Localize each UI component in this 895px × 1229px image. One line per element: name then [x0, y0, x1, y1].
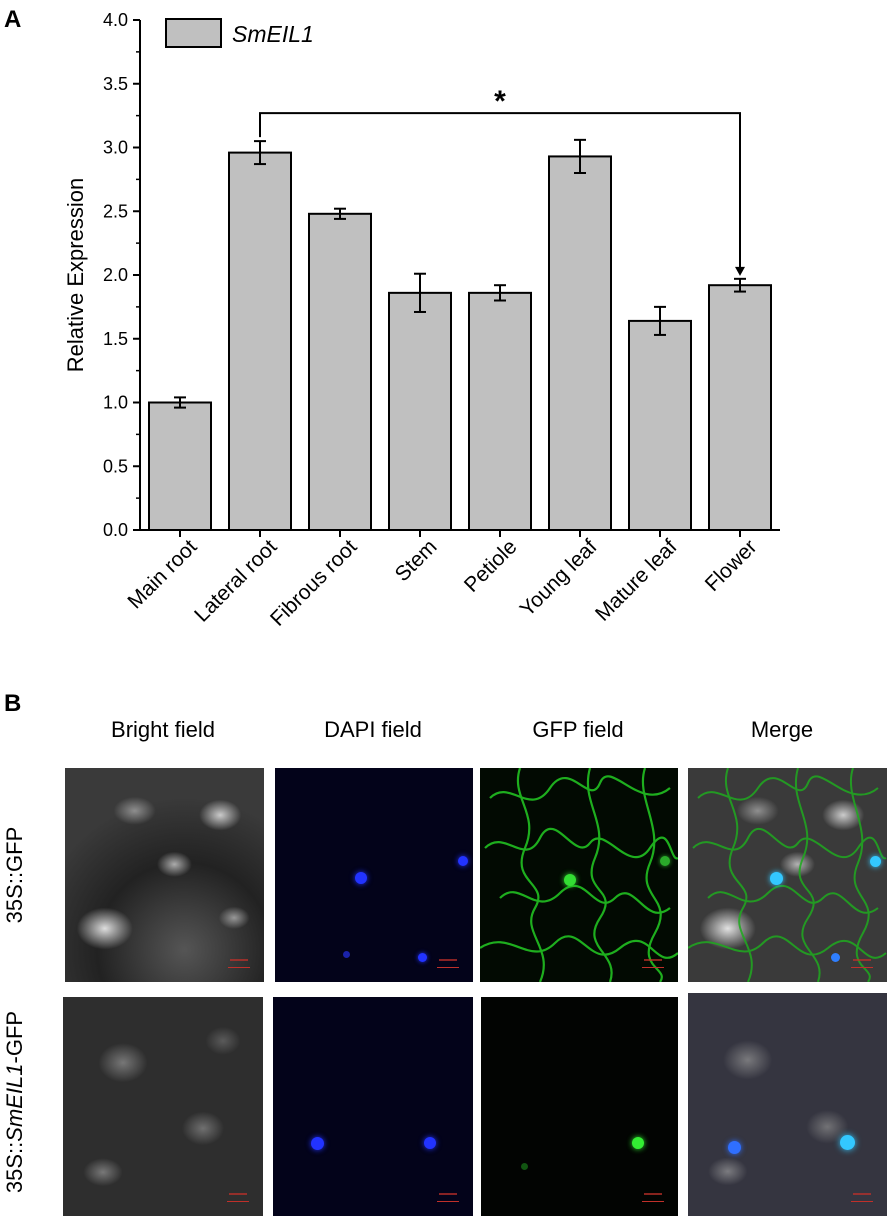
micrograph-gfp-field-35s-smeil1-gfp: [481, 997, 678, 1216]
row-label-35s-smeil1-gfp: 35S::SmEIL1-GFP: [2, 1010, 27, 1194]
bar-1: [228, 151, 292, 531]
nucleus: [355, 872, 367, 884]
y-tick-label: 4.0: [103, 10, 128, 30]
scale-bar: [437, 1193, 459, 1202]
panel-a-label: A: [4, 6, 22, 33]
merge-cell-outlines: [688, 768, 887, 982]
bar-6: [628, 319, 692, 531]
expression-bar-chart: 0.0 0.5 1.0 1.5 2.0 2.5 3.0 3.5 4.0 Relative Expr…: [63, 10, 780, 631]
gfp-nucleus: [521, 1163, 528, 1170]
y-tick-label: 1.5: [103, 329, 128, 349]
merge-nucleus: [831, 953, 840, 962]
micrograph-bright-field-35s-gfp: [65, 768, 264, 982]
y-tick-label: 0.0: [103, 520, 128, 540]
bar-2: [308, 212, 372, 532]
y-tick-label: 0.5: [103, 456, 128, 476]
x-tick-label: Stem: [391, 535, 442, 586]
x-tick-label: Flower: [701, 535, 762, 596]
scale-bar: [642, 1193, 664, 1202]
chart-bars: [148, 138, 772, 532]
x-tick-label: Petiole: [460, 535, 522, 597]
gfp-nucleus: [660, 856, 670, 866]
gfp-nucleus: [632, 1137, 644, 1149]
merge-nucleus: [870, 856, 881, 867]
significance-arrowhead: [735, 266, 745, 276]
gfp-nucleus: [564, 874, 576, 886]
scale-bar: [437, 959, 459, 968]
nucleus: [458, 856, 468, 866]
nucleus: [343, 951, 350, 958]
nucleus: [424, 1137, 436, 1149]
gfp-cell-outlines: [480, 768, 678, 982]
y-tick-label: 3.5: [103, 74, 128, 94]
legend-label: SmEIL1: [232, 21, 314, 47]
x-tick-label: Mature leaf: [591, 535, 682, 626]
row-label-35s-gfp: 35S::GFP: [2, 826, 27, 924]
legend-swatch: [165, 18, 222, 48]
panel-b-label: B: [4, 690, 22, 717]
significance-bracket: [259, 112, 741, 273]
bar-0: [148, 401, 212, 531]
scale-bar: [642, 959, 664, 968]
x-tick-label: Fibrous root: [266, 535, 362, 631]
scale-bar: [227, 1193, 249, 1202]
y-tick-label: 2.0: [103, 265, 128, 285]
column-label-gfp-field: GFP field: [532, 717, 624, 742]
micrograph-gfp-field-35s-gfp: [480, 768, 678, 982]
y-tick-label: 1.0: [103, 393, 128, 413]
micrograph-dapi-field-35s-gfp: [275, 768, 473, 982]
bar-5: [548, 155, 612, 532]
column-label-bright-field: Bright field: [111, 717, 215, 742]
column-label-merge: Merge: [750, 717, 814, 742]
significance-star: *: [494, 85, 506, 118]
micrograph-merge-35s-smeil1-gfp: [688, 993, 887, 1216]
column-label-dapi-field: DAPI field: [324, 717, 422, 742]
y-axis-label: Relative Expression: [63, 178, 88, 372]
scale-bar: [851, 959, 873, 968]
merge-nucleus: [840, 1135, 855, 1150]
merge-nucleus: [770, 872, 783, 885]
scale-bar: [851, 1193, 873, 1202]
nucleus: [418, 953, 427, 962]
micrograph-bright-field-35s-smeil1-gfp: [63, 997, 263, 1216]
y-tick-label: 2.5: [103, 201, 128, 221]
micrograph-merge-35s-gfp: [688, 768, 887, 982]
x-tick-label: Young leaf: [516, 535, 602, 621]
bar-4: [468, 291, 532, 531]
bar-3: [388, 291, 452, 531]
nucleus: [311, 1137, 324, 1150]
bar-7: [708, 284, 772, 532]
micrograph-dapi-field-35s-smeil1-gfp: [273, 997, 473, 1216]
y-tick-label: 3.0: [103, 138, 128, 158]
merge-nucleus: [728, 1141, 741, 1154]
scale-bar: [228, 959, 250, 968]
x-tick-label: Main root: [123, 535, 201, 613]
